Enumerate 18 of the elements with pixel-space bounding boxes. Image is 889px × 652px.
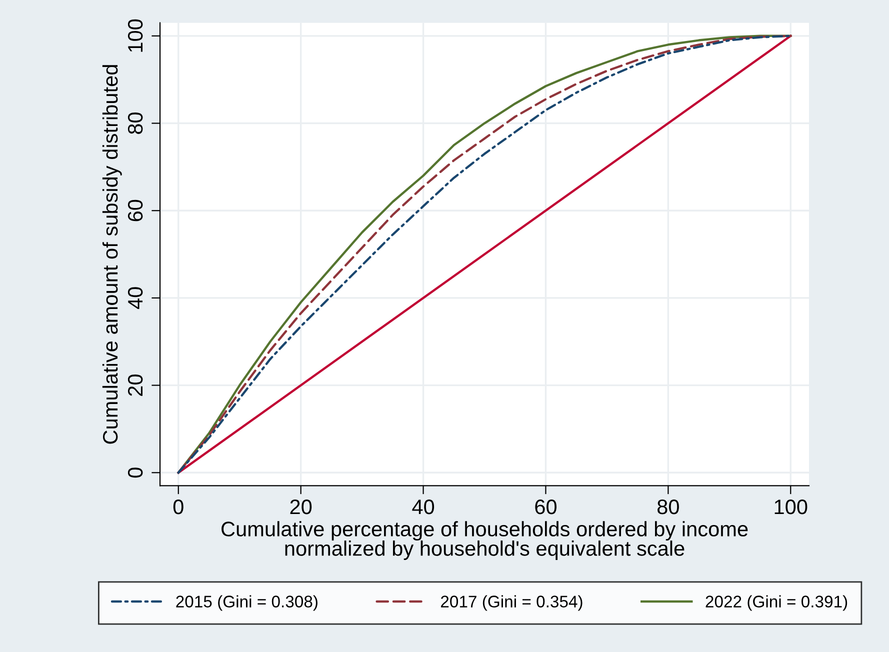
y-tick-label: 80 — [128, 112, 143, 134]
line-series — [177, 34, 792, 474]
y-tick-label: 40 — [128, 287, 143, 310]
x-tick-label: 80 — [657, 499, 679, 514]
x-tick-label: 40 — [412, 499, 434, 514]
y-tick-label: 20 — [128, 374, 143, 396]
x-tick-label: 60 — [535, 499, 556, 514]
y-axis-title: Cumulative amount of subsidy distributed — [102, 65, 122, 444]
x-tick-label: 100 — [774, 499, 808, 514]
y-tick-label: 100 — [128, 19, 143, 52]
x-tick-label: 0 — [173, 499, 184, 514]
x-axis-title: Cumulative percentage of households ordered by income normalized by household's equivalent scale — [222, 521, 748, 560]
y-tick-label: 0 — [128, 468, 143, 478]
x-tick-label: 20 — [290, 499, 312, 514]
legend-label: 2017 (Gini = 0.354) — [440, 595, 582, 611]
legend-label: 2022 (Gini = 0.391) — [706, 595, 848, 611]
y-tick-label: 60 — [128, 200, 143, 222]
legend-label: 2015 (Gini = 0.308) — [176, 595, 318, 611]
